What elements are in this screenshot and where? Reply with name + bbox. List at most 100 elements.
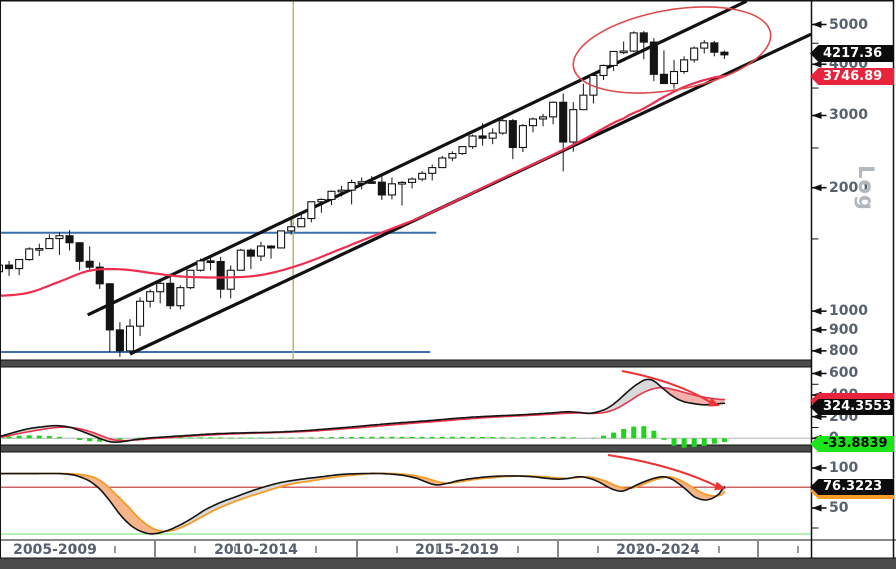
candle[interactable]: [317, 198, 326, 203]
candle[interactable]: [176, 287, 185, 307]
x-axis-period-label: 2010-2014: [214, 542, 298, 558]
time-axis[interactable]: [33, 541, 799, 557]
candle[interactable]: [690, 47, 699, 61]
candle[interactable]: [256, 245, 266, 257]
candle[interactable]: [488, 132, 497, 139]
candle[interactable]: [246, 249, 255, 257]
panel-separator[interactable]: [0, 360, 811, 367]
candle[interactable]: [95, 266, 104, 285]
candle[interactable]: [287, 226, 296, 232]
candle[interactable]: [216, 261, 225, 290]
candle[interactable]: [307, 201, 316, 220]
candle[interactable]: [277, 230, 286, 249]
last-price-tag: 4217.36: [810, 45, 894, 62]
candle[interactable]: [156, 282, 165, 293]
candle[interactable]: [105, 283, 114, 331]
oscillator-value: 76.3223: [823, 479, 883, 494]
candle[interactable]: [659, 73, 669, 85]
candle[interactable]: [297, 217, 306, 228]
trend-channel-line[interactable]: [86, 1, 748, 317]
candle[interactable]: [85, 260, 94, 268]
candle[interactable]: [377, 181, 386, 196]
candle[interactable]: [226, 269, 235, 290]
candle[interactable]: [438, 157, 447, 169]
price-axis[interactable]: [0, 0, 895, 558]
candle[interactable]: [619, 50, 628, 54]
macd-histogram: [0, 426, 727, 448]
candle[interactable]: [367, 181, 376, 184]
candle[interactable]: [45, 238, 54, 250]
candle[interactable]: [528, 118, 538, 127]
candle[interactable]: [327, 190, 336, 201]
candle[interactable]: [579, 94, 588, 111]
candle[interactable]: [15, 258, 24, 270]
candle[interactable]: [337, 189, 346, 193]
y-axis-tick-label: 600: [829, 365, 859, 382]
x-axis-period-label: 2005-2009: [13, 542, 97, 558]
candle[interactable]: [559, 101, 568, 143]
candle[interactable]: [347, 181, 356, 191]
candle[interactable]: [569, 109, 578, 143]
candle[interactable]: [196, 260, 205, 271]
candle[interactable]: [458, 146, 467, 155]
candle[interactable]: [166, 282, 175, 307]
candle[interactable]: [5, 264, 14, 270]
candle[interactable]: [538, 116, 548, 120]
log-scale-label[interactable]: Log: [854, 165, 878, 211]
candle[interactable]: [25, 248, 34, 261]
candle[interactable]: [357, 181, 366, 184]
candle[interactable]: [115, 329, 124, 352]
price-panel[interactable]: [0, 0, 811, 360]
candle[interactable]: [680, 59, 689, 73]
candle[interactable]: [478, 135, 487, 139]
candle[interactable]: [0, 264, 4, 273]
candle[interactable]: [408, 178, 417, 183]
highlight-ellipse-annotation[interactable]: [567, 0, 778, 107]
y-axis-tick-label: 900: [829, 321, 859, 338]
candlestick-series[interactable]: [0, 31, 729, 357]
candle[interactable]: [418, 172, 427, 180]
macd-panel[interactable]: [0, 370, 811, 448]
oscillator-panel[interactable]: [0, 454, 811, 535]
y-axis-tick-label: 50: [829, 500, 849, 516]
candle[interactable]: [609, 50, 618, 67]
candle[interactable]: [720, 51, 729, 56]
candle[interactable]: [508, 120, 517, 149]
candle[interactable]: [206, 260, 215, 264]
candle[interactable]: [428, 167, 437, 174]
candle[interactable]: [468, 135, 477, 148]
histogram-value-tag: -33.8839: [810, 436, 894, 452]
candle[interactable]: [75, 242, 84, 262]
y-axis-tick-label: 5000: [829, 16, 868, 33]
moving-average-line[interactable]: [0, 74, 726, 297]
candle[interactable]: [387, 183, 396, 196]
candle[interactable]: [448, 152, 457, 159]
last-price-value: 4217.36: [823, 46, 883, 61]
candle[interactable]: [35, 248, 44, 251]
candle[interactable]: [125, 325, 135, 352]
candle[interactable]: [55, 235, 64, 240]
candle[interactable]: [700, 42, 709, 49]
candle[interactable]: [498, 120, 507, 134]
candle[interactable]: [136, 300, 145, 327]
candle[interactable]: [186, 269, 195, 289]
candle[interactable]: [236, 249, 245, 271]
candle[interactable]: [649, 41, 658, 75]
candle[interactable]: [146, 291, 155, 302]
candle[interactable]: [599, 64, 608, 77]
candle[interactable]: [669, 70, 679, 85]
candle[interactable]: [629, 32, 638, 52]
candle[interactable]: [710, 42, 719, 53]
candle[interactable]: [549, 101, 558, 118]
y-axis-tick-label: 800: [829, 342, 859, 359]
candle[interactable]: [397, 181, 407, 185]
x-axis-period-label: 2015-2019: [415, 542, 499, 558]
candle[interactable]: [518, 125, 527, 149]
candle[interactable]: [639, 32, 648, 43]
panel-separator[interactable]: [0, 445, 811, 452]
candle[interactable]: [65, 235, 74, 244]
macd-value-tag: 324.3553: [810, 399, 894, 415]
candle[interactable]: [266, 245, 276, 249]
